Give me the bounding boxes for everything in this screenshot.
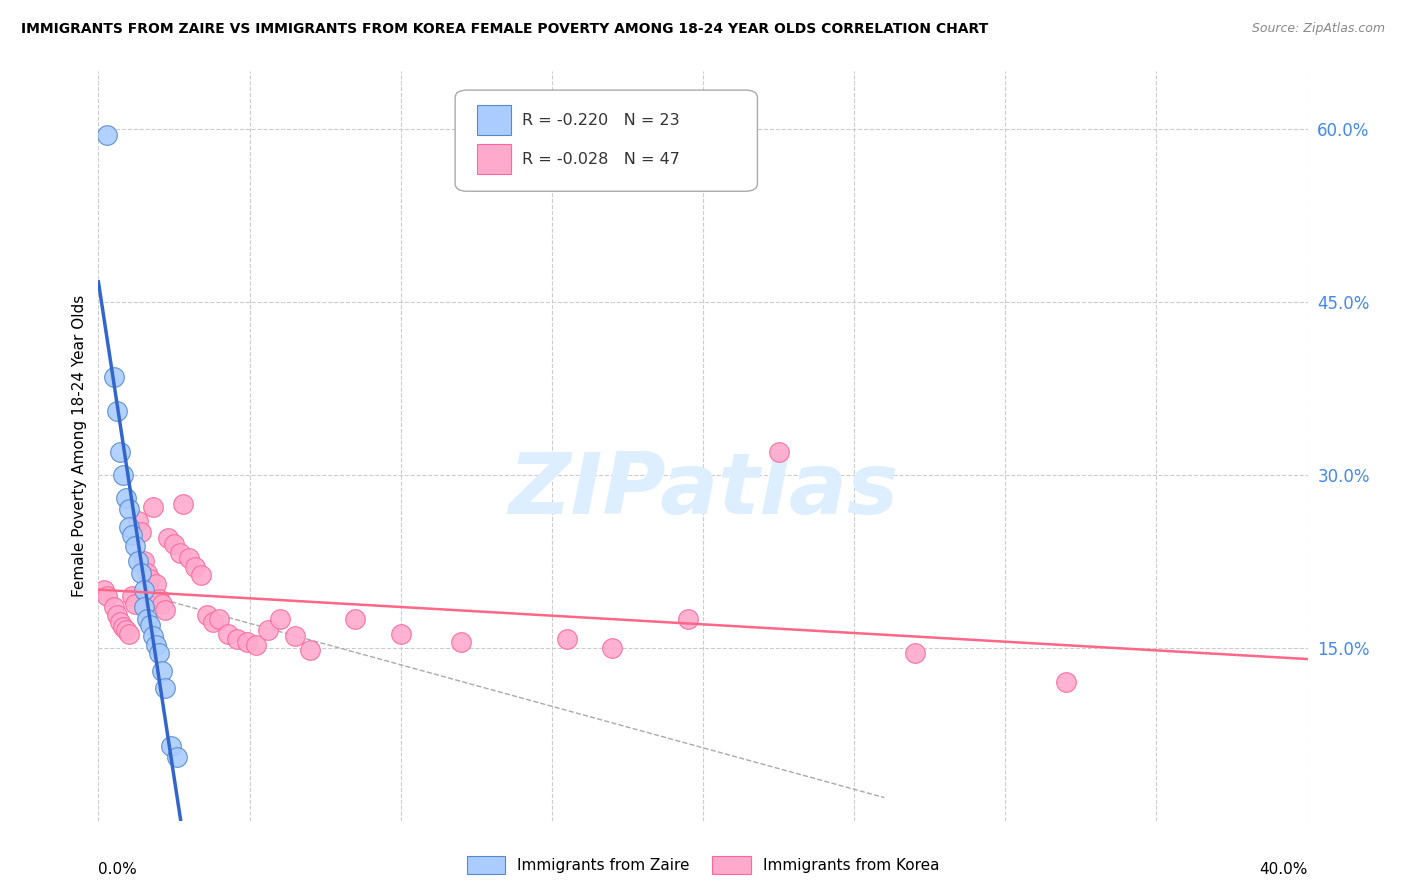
- Point: [145, 639, 167, 653]
- Text: 40.0%: 40.0%: [1260, 862, 1308, 877]
- Point: [389, 627, 412, 641]
- Point: [299, 643, 322, 657]
- Point: [114, 624, 136, 638]
- Point: [132, 583, 155, 598]
- Point: [148, 592, 170, 607]
- Point: [142, 629, 165, 643]
- Point: [132, 600, 155, 615]
- Point: [153, 681, 176, 695]
- FancyBboxPatch shape: [477, 144, 510, 174]
- Point: [217, 627, 239, 641]
- Point: [450, 635, 472, 649]
- Point: [190, 568, 212, 582]
- Point: [132, 554, 155, 568]
- Point: [129, 566, 152, 580]
- Point: [226, 632, 249, 646]
- Point: [208, 612, 231, 626]
- Point: [127, 554, 149, 568]
- Point: [103, 369, 125, 384]
- Point: [93, 583, 115, 598]
- Point: [156, 531, 179, 545]
- Point: [127, 514, 149, 528]
- Point: [235, 635, 257, 649]
- Point: [284, 629, 307, 643]
- Point: [124, 597, 146, 611]
- Point: [108, 615, 131, 630]
- Point: [150, 664, 173, 678]
- Point: [118, 519, 141, 533]
- Point: [160, 739, 183, 753]
- Point: [150, 597, 173, 611]
- Y-axis label: Female Poverty Among 18-24 Year Olds: Female Poverty Among 18-24 Year Olds: [72, 295, 87, 597]
- Point: [555, 632, 578, 646]
- Point: [121, 528, 143, 542]
- Point: [676, 612, 699, 626]
- Point: [103, 600, 125, 615]
- Point: [602, 640, 624, 655]
- Text: R = -0.028   N = 47: R = -0.028 N = 47: [522, 152, 679, 167]
- Point: [105, 404, 128, 418]
- Point: [768, 444, 790, 458]
- Point: [139, 617, 162, 632]
- Point: [118, 502, 141, 516]
- Point: [124, 539, 146, 553]
- Point: [163, 537, 186, 551]
- Point: [169, 546, 191, 560]
- Point: [105, 608, 128, 623]
- Point: [135, 612, 157, 626]
- Point: [184, 560, 207, 574]
- Point: [166, 750, 188, 764]
- Point: [135, 566, 157, 580]
- Text: 0.0%: 0.0%: [98, 862, 138, 877]
- Point: [904, 647, 927, 661]
- Point: [1054, 675, 1077, 690]
- Point: [111, 620, 134, 634]
- Text: ZIPatlas: ZIPatlas: [508, 450, 898, 533]
- Point: [148, 647, 170, 661]
- Point: [114, 491, 136, 505]
- Point: [108, 444, 131, 458]
- Point: [245, 639, 267, 653]
- Point: [111, 467, 134, 482]
- Point: [96, 128, 118, 142]
- Legend: Immigrants from Zaire, Immigrants from Korea: Immigrants from Zaire, Immigrants from K…: [461, 850, 945, 880]
- Point: [179, 550, 201, 565]
- Point: [139, 572, 162, 586]
- Point: [121, 589, 143, 603]
- Point: [129, 525, 152, 540]
- Point: [195, 608, 218, 623]
- Text: R = -0.220   N = 23: R = -0.220 N = 23: [522, 112, 679, 128]
- Point: [96, 589, 118, 603]
- Text: Source: ZipAtlas.com: Source: ZipAtlas.com: [1251, 22, 1385, 36]
- Point: [256, 624, 278, 638]
- Point: [202, 615, 225, 630]
- Point: [269, 612, 291, 626]
- Point: [172, 497, 194, 511]
- Point: [118, 627, 141, 641]
- FancyBboxPatch shape: [456, 90, 758, 191]
- Point: [153, 603, 176, 617]
- Point: [142, 500, 165, 514]
- Point: [145, 577, 167, 591]
- Text: IMMIGRANTS FROM ZAIRE VS IMMIGRANTS FROM KOREA FEMALE POVERTY AMONG 18-24 YEAR O: IMMIGRANTS FROM ZAIRE VS IMMIGRANTS FROM…: [21, 22, 988, 37]
- FancyBboxPatch shape: [477, 105, 510, 135]
- Point: [344, 612, 367, 626]
